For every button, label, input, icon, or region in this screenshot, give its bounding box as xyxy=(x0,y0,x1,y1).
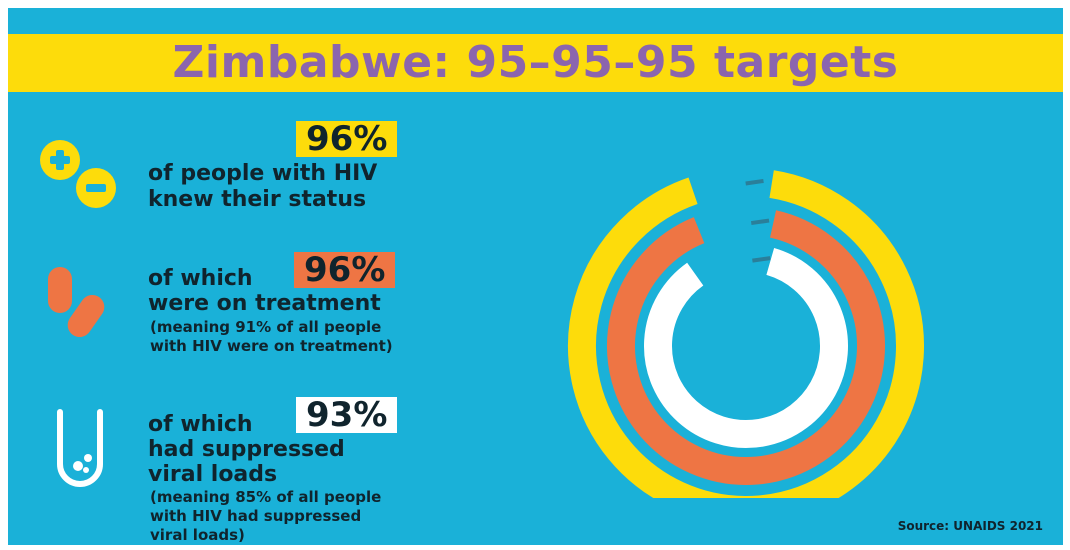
infographic: Zimbabwe: 95–95–95 targets 96% of people… xyxy=(8,8,1063,545)
title-band: Zimbabwe: 95–95–95 targets xyxy=(8,34,1063,92)
ring-gap-dash-3 xyxy=(752,256,771,263)
pill-icon xyxy=(48,267,105,338)
ring-3 xyxy=(644,247,848,448)
stat-2-note1: (meaning 91% of all people xyxy=(150,318,382,336)
ring-gap-dash-2 xyxy=(750,218,770,226)
test-tube-icon xyxy=(57,409,103,487)
source-note: Source: UNAIDS 2021 xyxy=(897,519,1043,533)
stat-1-line1: of people with HIV xyxy=(148,161,378,186)
stat-3-note1: (meaning 85% of all people xyxy=(150,488,382,506)
ring-2 xyxy=(607,210,885,485)
stat-3-line2: had suppressed xyxy=(148,437,345,462)
stat-3-badge: 93% xyxy=(296,397,398,433)
stat-2-note2: with HIV were on treatment) xyxy=(150,337,393,355)
plus-minus-icon xyxy=(40,140,116,208)
stat-3-line3: viral loads xyxy=(148,462,278,487)
page-title: Zimbabwe: 95–95–95 targets xyxy=(172,37,899,88)
stat-2-line2: were on treatment xyxy=(148,291,381,316)
stat-2-badge: 96% xyxy=(294,252,396,288)
stat-2-lead: of which xyxy=(148,266,253,291)
stat-1-line2: knew their status xyxy=(148,187,367,212)
ring-1 xyxy=(568,170,924,498)
stat-3-lead: of which xyxy=(148,412,253,437)
stat-3-note3: viral loads) xyxy=(150,526,245,544)
ring-gap-dash-1 xyxy=(745,178,764,186)
stat-1-badge: 96% xyxy=(296,121,398,157)
stat-3-note2: with HIV had suppressed xyxy=(150,507,362,525)
ring-chart xyxy=(568,170,924,498)
